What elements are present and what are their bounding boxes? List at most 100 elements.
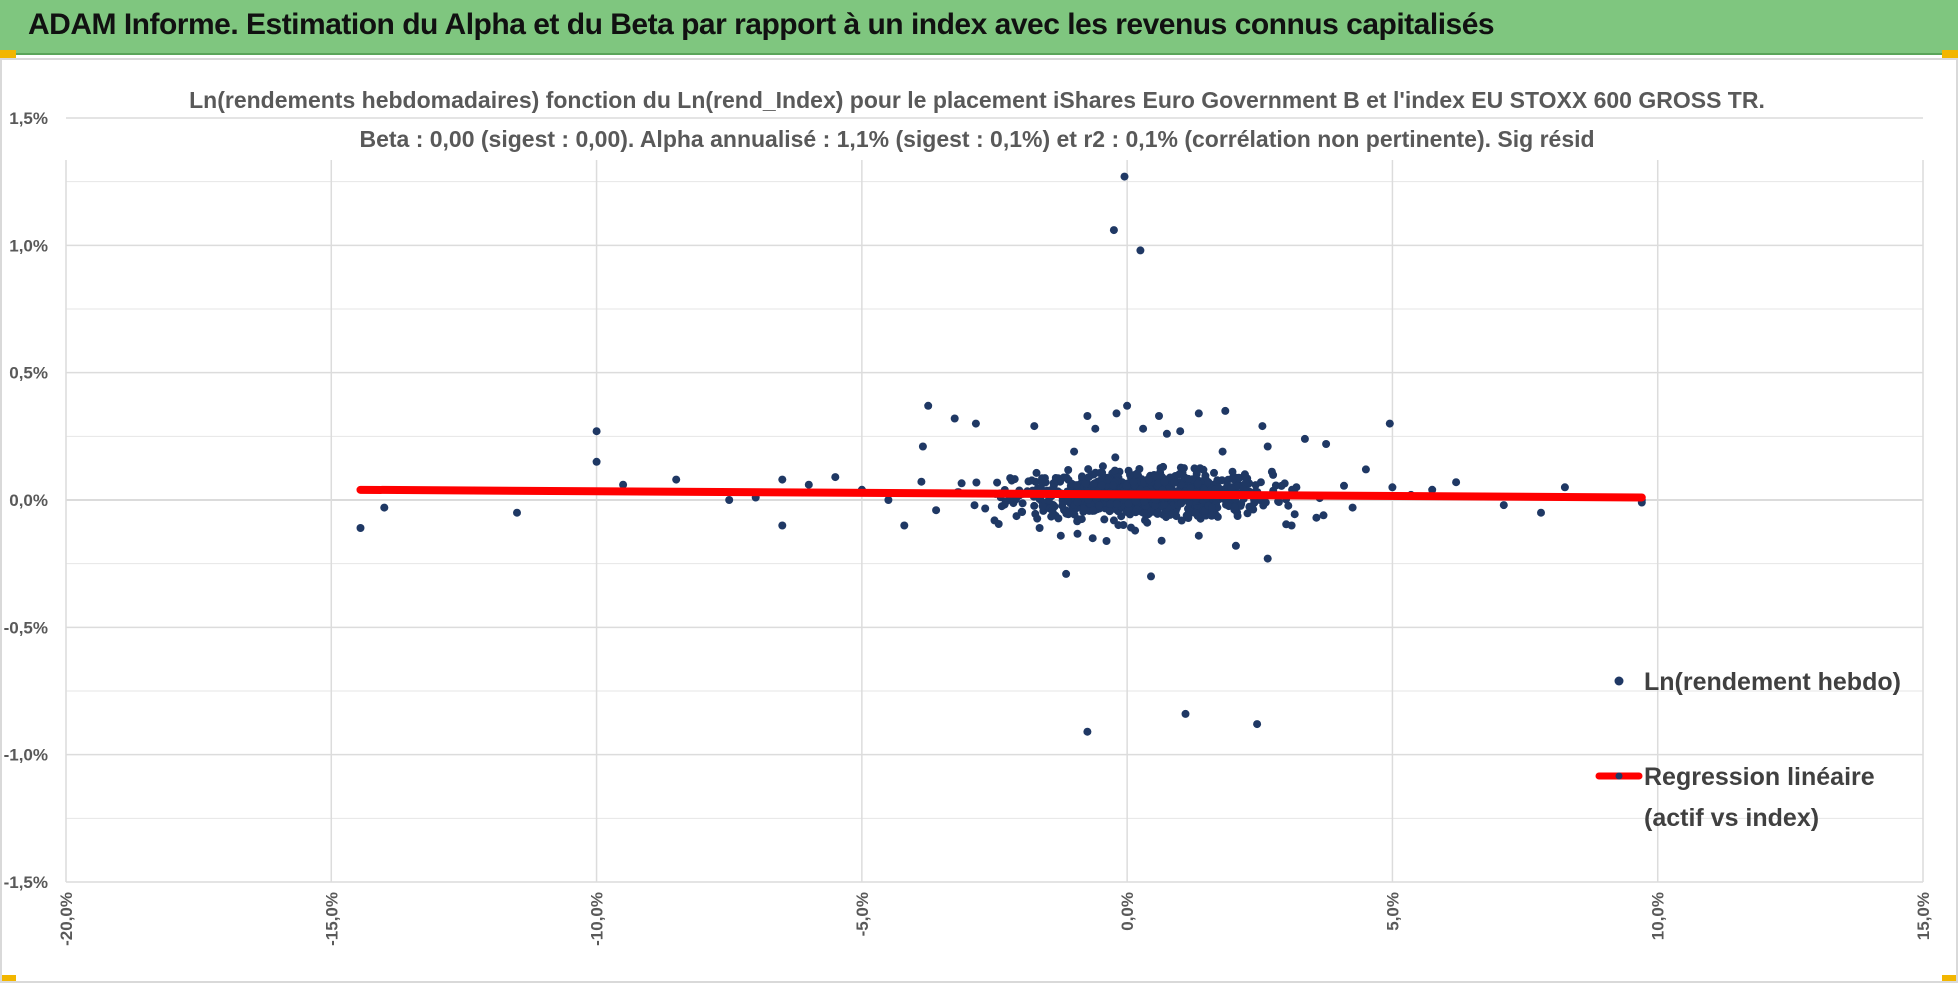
data-point: [1017, 507, 1026, 516]
data-point: [804, 480, 813, 489]
data-point: [1184, 474, 1193, 483]
data-point: [1109, 516, 1118, 525]
data-point: [1192, 470, 1201, 478]
y-tick-label: -0,5%: [4, 618, 48, 637]
data-point: [1083, 727, 1092, 736]
data-point: [1032, 468, 1041, 477]
legend: Ln(rendement hebdo) Regression linéaire …: [1595, 668, 1901, 832]
y-tick-label: -1,5%: [4, 873, 48, 892]
data-point: [884, 496, 893, 504]
grid-layer: [65, 117, 1924, 883]
data-point: [1108, 481, 1117, 490]
data-point: [1210, 468, 1218, 477]
data-point: [1194, 531, 1203, 540]
data-point: [900, 521, 909, 530]
data-point: [1256, 478, 1265, 487]
x-tick-label: 0,0%: [1118, 892, 1137, 931]
data-point: [1084, 473, 1093, 482]
data-point: [1006, 474, 1015, 483]
data-point: [1258, 422, 1267, 431]
data-point: [619, 480, 628, 489]
data-point: [1083, 412, 1092, 420]
data-point: [1144, 475, 1153, 484]
data-point: [1018, 499, 1027, 508]
data-point: [1560, 483, 1569, 492]
data-point: [1100, 515, 1109, 524]
data-point: [1233, 512, 1242, 520]
data-point: [1062, 569, 1071, 578]
data-point: [1160, 500, 1169, 509]
data-point: [1049, 479, 1058, 488]
data-point: [1070, 510, 1079, 519]
data-point: [725, 496, 734, 504]
data-point: [1282, 520, 1291, 529]
y-tick-label: 0,5%: [9, 364, 48, 383]
data-point: [1213, 512, 1222, 521]
data-point: [592, 457, 601, 466]
y-tick-label: 1,0%: [9, 236, 48, 255]
data-point: [1204, 478, 1213, 487]
data-point: [1151, 472, 1160, 481]
data-point: [1243, 509, 1252, 518]
data-point: [1170, 478, 1179, 487]
data-point: [1261, 498, 1270, 507]
data-point: [1263, 554, 1272, 563]
data-point: [1098, 462, 1107, 471]
data-point: [1253, 720, 1262, 729]
data-point: [1537, 508, 1545, 517]
data-point: [1070, 447, 1079, 456]
data-point: [1131, 508, 1140, 517]
points-layer: [356, 172, 1646, 736]
legend-marker-regression-dot: [1615, 772, 1623, 780]
data-point: [1241, 479, 1250, 488]
data-point: [1280, 479, 1289, 488]
data-point: [1428, 485, 1437, 494]
data-point: [1131, 497, 1140, 505]
data-point: [1056, 531, 1065, 540]
data-point: [917, 477, 926, 486]
data-point: [1073, 498, 1082, 507]
data-point: [1250, 498, 1259, 507]
data-point: [1263, 442, 1272, 451]
data-point: [1160, 477, 1169, 486]
data-point: [1123, 401, 1132, 410]
regression-layer: [356, 485, 1646, 502]
data-point: [778, 521, 787, 530]
data-point: [970, 501, 979, 510]
data-point: [1139, 424, 1148, 433]
data-point: [1452, 478, 1461, 487]
data-point: [1088, 534, 1097, 543]
data-point: [1112, 409, 1121, 418]
data-point: [1229, 475, 1238, 484]
axis-labels: 1,5% 1,0% 0,5% 0,0% -0,5% -1,0% -1,5% -20,0% -15…: [4, 109, 1933, 946]
data-point: [1129, 478, 1138, 487]
corner-marker-bottom-left: [0, 975, 16, 983]
data-point: [1340, 481, 1348, 490]
data-point: [1233, 482, 1242, 490]
data-point: [1095, 469, 1104, 477]
data-point: [1147, 507, 1156, 516]
data-point: [1091, 424, 1100, 433]
data-point: [1140, 509, 1149, 518]
data-point: [1208, 503, 1216, 512]
legend-label-regression-line-1: Regression linéaire: [1644, 763, 1875, 791]
data-point: [1106, 500, 1115, 509]
report-banner: ADAM Informe. Estimation du Alpha et du …: [0, 0, 1958, 55]
data-point: [1127, 523, 1135, 532]
regression-line: [356, 485, 1646, 502]
chart-frame: [0, 58, 1958, 983]
data-point: [1207, 511, 1216, 520]
data-point: [1097, 481, 1106, 490]
data-point: [1147, 572, 1155, 581]
data-point: [950, 414, 959, 423]
data-point: [1300, 434, 1309, 443]
data-point: [1143, 518, 1152, 527]
data-point: [1181, 709, 1190, 718]
data-point: [1193, 479, 1202, 488]
data-point: [972, 478, 981, 487]
data-point: [1159, 462, 1168, 471]
data-point: [1089, 506, 1097, 515]
data-point: [1186, 484, 1195, 493]
data-point: [1073, 529, 1082, 538]
data-point: [1319, 511, 1328, 520]
